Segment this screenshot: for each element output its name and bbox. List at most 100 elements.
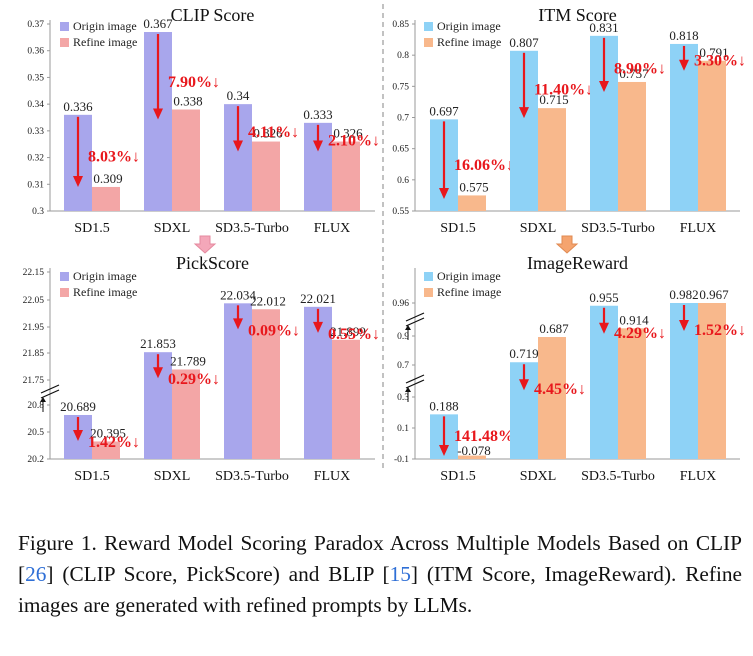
- caption-text-1: Figure 1. Reward Model Scoring Paradox A…: [18, 531, 742, 586]
- drop-percent-label: 16.06%↓: [454, 157, 514, 174]
- drop-arrow-head: [153, 367, 163, 379]
- chart-title: CLIP Score: [171, 5, 255, 25]
- legend-label: Origin image: [73, 269, 137, 283]
- drop-percent-label: 1.52%↓: [694, 322, 746, 339]
- data-label-refine: 0.687: [539, 321, 569, 336]
- y-tick-label: 0.35: [27, 73, 44, 83]
- drop-arrow-head: [233, 318, 243, 330]
- drop-arrow-head: [679, 320, 689, 331]
- data-label-refine: 22.012: [250, 293, 286, 308]
- legend-swatch: [60, 22, 69, 31]
- data-label-origin: 0.333: [303, 107, 332, 122]
- drop-percent-label: 4.45%↓: [534, 381, 586, 398]
- drop-arrow-head: [153, 108, 163, 120]
- chart-clip: CLIP Score 0.3 0.31 0.32 0.33 0.34 0.35 0.36 0.3…: [27, 5, 380, 236]
- legend-swatch: [424, 288, 433, 297]
- data-label-origin: 21.853: [140, 336, 176, 351]
- row-arrow-right: [555, 235, 579, 254]
- y-tick-label: 0.3: [397, 393, 409, 403]
- x-tick-label: FLUX: [314, 221, 351, 236]
- drop-arrow-head: [233, 140, 243, 152]
- drop-percent-label: 4.11%↓: [248, 124, 299, 141]
- x-tick-label: FLUX: [314, 469, 351, 484]
- x-tick-label: FLUX: [680, 221, 717, 236]
- y-tick-label: 0.34: [27, 100, 44, 110]
- bar-refine: [618, 81, 646, 211]
- x-tick-label: SDXL: [154, 469, 191, 484]
- y-tick-label: 0.31: [27, 180, 44, 190]
- x-tick-label: SD1.5: [440, 469, 475, 484]
- data-label-origin: 0.982: [669, 287, 698, 302]
- y-tick-label: 22.05: [23, 296, 45, 306]
- data-label-origin: 0.807: [509, 35, 539, 50]
- data-label-refine: 21.899: [330, 324, 366, 339]
- data-label-refine: 0.338: [173, 93, 202, 108]
- data-label-origin: 0.336: [63, 99, 93, 114]
- y-tick-label: 0.8: [397, 51, 409, 61]
- chart-itm: ITM Score 0.55 0.6 0.65 0.7 0.75 0.8 0.85 0.697 0…: [392, 5, 746, 236]
- bar-refine: [92, 441, 120, 459]
- x-tick-label: SD3.5-Turbo: [215, 469, 289, 484]
- drop-percent-label: 8.03%↓: [88, 148, 140, 165]
- drop-arrow-head: [313, 140, 323, 152]
- x-tick-label: SD3.5-Turbo: [581, 469, 655, 484]
- bar-refine: [332, 141, 360, 211]
- y-tick-label: 0.9: [397, 332, 409, 342]
- data-label-origin: 0.831: [589, 20, 618, 35]
- bar-refine: [458, 195, 486, 211]
- data-label-refine: 0.575: [459, 179, 488, 194]
- drop-percent-label: 7.90%↓: [168, 74, 220, 91]
- legend-swatch: [424, 38, 433, 47]
- legend-swatch: [424, 22, 433, 31]
- y-tick-label: 0.33: [27, 127, 44, 137]
- chart-title: ITM Score: [538, 5, 616, 25]
- drop-percent-label: 0.29%↓: [168, 371, 220, 388]
- data-label-origin: 0.367: [143, 16, 173, 31]
- citation-link-blip[interactable]: 15: [389, 562, 411, 586]
- drop-arrow-head: [519, 107, 529, 119]
- legend-swatch: [424, 272, 433, 281]
- drop-arrow-head: [439, 188, 449, 199]
- data-label-refine: 0.914: [619, 312, 649, 327]
- x-tick-label: SDXL: [520, 469, 557, 484]
- bar-refine: [172, 369, 200, 459]
- caption-text-3: ] (ITM Score, ImageReward). Refine image…: [18, 562, 742, 617]
- x-tick-label: SD1.5: [74, 221, 109, 236]
- y-tick-label: 0.85: [392, 20, 409, 30]
- axis-break-slash: [405, 312, 425, 322]
- bar-refine: [92, 186, 120, 211]
- data-label-refine: -0.078: [457, 443, 491, 458]
- axis-break-slash: [40, 384, 60, 394]
- data-label-origin: 22.021: [300, 291, 336, 306]
- drop-arrow-head: [73, 176, 83, 187]
- legend-label: Refine image: [73, 285, 137, 299]
- data-label-origin: 0.188: [429, 398, 458, 413]
- drop-arrow-head: [313, 321, 323, 333]
- y-tick-label: 20.2: [27, 455, 44, 465]
- y-tick-label: 0.7: [397, 361, 409, 371]
- axis-break-arrowhead: [405, 387, 411, 392]
- drop-percent-label: 11.40%↓: [534, 82, 593, 99]
- bar-refine: [252, 309, 280, 459]
- data-label-origin: 0.34: [227, 88, 250, 103]
- y-tick-label: 0.65: [392, 145, 409, 155]
- drop-percent-label: 1.42%↓: [88, 434, 140, 451]
- drop-percent-label: 2.10%↓: [328, 133, 380, 150]
- y-tick-label: 20.5: [27, 428, 44, 438]
- legend-swatch: [60, 38, 69, 47]
- legend: Origin image Refine image: [60, 269, 137, 299]
- y-tick-label: 0.7: [397, 114, 409, 124]
- figure-caption: Figure 1. Reward Model Scoring Paradox A…: [18, 528, 742, 621]
- drop-arrow-head: [599, 322, 609, 334]
- citation-link-clip[interactable]: 26: [25, 562, 47, 586]
- bar-refine: [332, 339, 360, 459]
- axis-break-slash: [405, 379, 425, 389]
- caption-text-2: ] (CLIP Score, PickScore) and BLIP [: [46, 562, 390, 586]
- legend-label: Refine image: [73, 35, 137, 49]
- x-tick-label: SD1.5: [74, 469, 109, 484]
- drop-percent-label: 141.48%↓: [454, 428, 522, 445]
- drop-arrow-head: [439, 445, 449, 456]
- y-tick-label: 0.32: [27, 154, 44, 164]
- legend-label: Origin image: [437, 269, 501, 283]
- y-tick-label: 21.75: [23, 376, 45, 386]
